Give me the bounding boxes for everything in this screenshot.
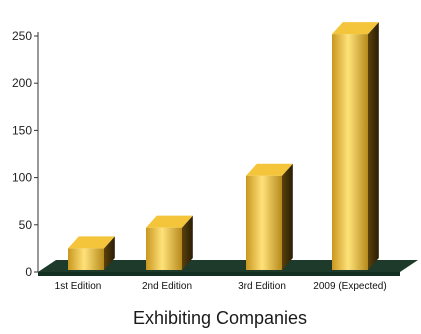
bar-front — [332, 34, 368, 270]
bar — [332, 22, 379, 270]
bar-side — [182, 215, 193, 270]
chart-floor-edge — [38, 272, 400, 276]
bar-top — [246, 163, 293, 176]
bar — [68, 236, 115, 270]
x-category-label: 2009 (Expected) — [313, 281, 386, 292]
bar-front — [146, 227, 182, 270]
y-tick-label: 0 — [25, 265, 32, 279]
bar-top — [146, 215, 193, 228]
axis-layer: 0 50 100 150 200 250 — [12, 29, 39, 279]
bar-side — [104, 236, 115, 270]
bar-front — [68, 248, 104, 270]
bar-side — [282, 163, 293, 270]
y-tick-label: 200 — [12, 76, 32, 90]
chart-floor — [38, 260, 418, 276]
bar — [146, 215, 193, 270]
bar-front — [246, 175, 282, 270]
y-tick-label: 100 — [12, 171, 32, 185]
y-tick-label: 250 — [12, 29, 32, 43]
bar-side — [368, 22, 379, 270]
labels-layer: 1st Edition 2nd Edition 3rd Edition 2009 (E… — [55, 281, 387, 292]
y-tick-label: 150 — [12, 123, 32, 137]
chart-title: Exhibiting Companies — [133, 308, 307, 328]
bar — [246, 163, 293, 270]
y-tick-label: 50 — [19, 218, 33, 232]
bar-top — [68, 236, 115, 249]
chart-floor-top — [38, 260, 418, 272]
x-category-label: 1st Edition — [55, 281, 102, 292]
bars-layer — [68, 22, 379, 270]
x-category-label: 2nd Edition — [142, 281, 192, 292]
x-category-label: 3rd Edition — [238, 281, 286, 292]
bar-top — [332, 22, 379, 35]
